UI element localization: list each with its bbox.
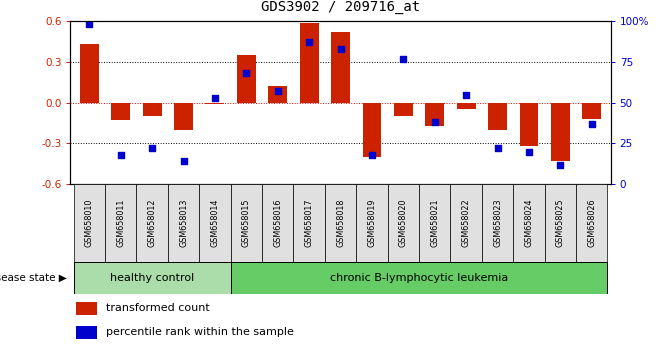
Text: GSM658022: GSM658022 [462, 199, 470, 247]
Bar [74, 262, 231, 294]
Bar [237, 55, 256, 103]
Bar [136, 184, 168, 262]
Bar [168, 184, 199, 262]
Bar [457, 103, 476, 109]
Text: GSM658016: GSM658016 [273, 199, 282, 247]
Point [429, 119, 440, 125]
Bar [76, 326, 97, 339]
Text: GSM658011: GSM658011 [116, 199, 125, 247]
Point [335, 46, 346, 52]
Bar [74, 184, 105, 262]
Text: percentile rank within the sample: percentile rank within the sample [105, 327, 293, 337]
Bar [268, 86, 287, 103]
Bar [199, 184, 231, 262]
Text: disease state ▶: disease state ▶ [0, 273, 67, 283]
Point [304, 40, 315, 45]
Point [398, 56, 409, 62]
Bar [231, 184, 262, 262]
Bar [482, 184, 513, 262]
Bar [450, 184, 482, 262]
Point [147, 145, 158, 151]
Bar [205, 103, 224, 104]
Bar [545, 184, 576, 262]
Text: transformed count: transformed count [105, 303, 209, 313]
Point [209, 95, 220, 101]
Bar [576, 184, 607, 262]
Bar [262, 184, 293, 262]
Bar [356, 184, 388, 262]
Bar [388, 184, 419, 262]
Point [241, 70, 252, 76]
Bar [513, 184, 545, 262]
Bar [80, 44, 99, 103]
Bar [105, 184, 136, 262]
Point [366, 152, 377, 158]
Bar [111, 103, 130, 120]
Bar [76, 302, 97, 315]
Bar [488, 103, 507, 130]
Point [178, 159, 189, 164]
Text: GDS3902 / 209716_at: GDS3902 / 209716_at [261, 0, 420, 14]
Text: GSM658012: GSM658012 [148, 199, 156, 247]
Text: GSM658020: GSM658020 [399, 199, 408, 247]
Point [115, 152, 126, 158]
Point [84, 22, 95, 27]
Bar [519, 103, 538, 146]
Text: GSM658010: GSM658010 [85, 199, 94, 247]
Text: GSM658015: GSM658015 [242, 199, 251, 247]
Bar [325, 184, 356, 262]
Bar [425, 103, 444, 126]
Point [461, 92, 472, 97]
Text: GSM658026: GSM658026 [587, 199, 597, 247]
Bar [174, 103, 193, 130]
Text: GSM658017: GSM658017 [305, 199, 313, 247]
Text: GSM658021: GSM658021 [430, 199, 440, 247]
Text: GSM658014: GSM658014 [211, 199, 219, 247]
Text: GSM658025: GSM658025 [556, 199, 565, 247]
Bar [143, 103, 162, 116]
Bar [293, 184, 325, 262]
Text: chronic B-lymphocytic leukemia: chronic B-lymphocytic leukemia [330, 273, 508, 283]
Text: GSM658023: GSM658023 [493, 199, 502, 247]
Bar [394, 103, 413, 116]
Bar [362, 103, 381, 157]
Bar [231, 262, 607, 294]
Bar [551, 103, 570, 161]
Text: healthy control: healthy control [110, 273, 194, 283]
Bar [419, 184, 450, 262]
Text: GSM658013: GSM658013 [179, 199, 188, 247]
Point [586, 121, 597, 127]
Text: GSM658018: GSM658018 [336, 199, 345, 247]
Text: GSM658024: GSM658024 [525, 199, 533, 247]
Text: GSM658019: GSM658019 [368, 199, 376, 247]
Bar [300, 23, 319, 103]
Bar [331, 32, 350, 103]
Bar [582, 103, 601, 119]
Point [272, 88, 283, 94]
Point [523, 149, 534, 154]
Point [493, 145, 503, 151]
Point [555, 162, 566, 167]
